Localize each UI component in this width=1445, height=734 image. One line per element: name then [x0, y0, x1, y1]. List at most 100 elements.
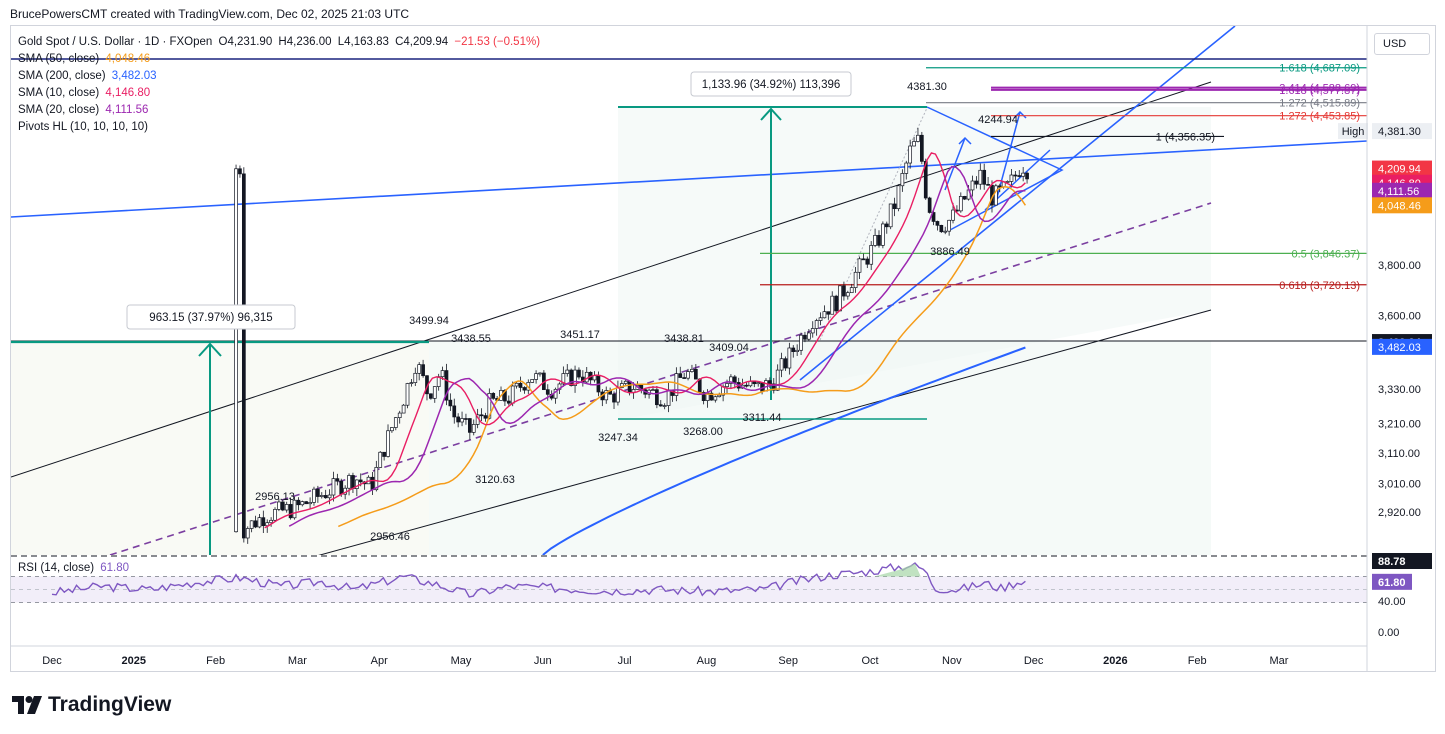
rsi-tick-label: 40.00: [1378, 596, 1406, 608]
candle-body: [958, 196, 963, 212]
sma-10-line: [264, 152, 1026, 529]
fib-level-label: 1.272 (4,453.85): [1279, 111, 1360, 123]
candle-body: [277, 501, 281, 510]
candle-body: [351, 475, 355, 489]
candle-body: [518, 382, 523, 388]
candle-body: [756, 382, 761, 385]
candle-body: [717, 394, 722, 398]
candle-body: [974, 180, 979, 185]
legend-indicator-label: SMA (10, close): [18, 87, 100, 99]
x-axis-tick-label: Nov: [942, 655, 962, 667]
pivot-label: 4244.94: [978, 114, 1018, 126]
candle-body: [253, 520, 258, 528]
candle-body: [393, 417, 398, 428]
candle-body: [1013, 174, 1018, 177]
tradingview-logo[interactable]: TradingView: [12, 693, 171, 717]
legend-indicator-pivots[interactable]: Pivots HL (10, 10, 10, 10): [18, 119, 540, 136]
pivot-label: 3886.49: [930, 246, 970, 258]
fib-level-label: 1 (4,356.35): [1156, 131, 1215, 143]
candle-body: [775, 369, 780, 391]
candle-body: [943, 230, 948, 233]
legend-indicator-sma200[interactable]: SMA (200, close) 3,482.03: [18, 68, 540, 85]
candle-body: [834, 295, 838, 312]
candle-body: [335, 478, 340, 482]
price-tag-label: 3,482.03: [1378, 342, 1421, 354]
candle-body: [569, 369, 574, 386]
candle-body: [881, 223, 885, 246]
x-axis-tick-label: Mar: [1270, 655, 1289, 667]
candle-body: [986, 183, 990, 186]
candle-body: [970, 180, 975, 191]
legend-indicator-sma10[interactable]: SMA (10, close) 4,146.80: [18, 85, 540, 102]
price-tag-box: [1372, 338, 1432, 355]
x-axis-tick-label: Mar: [288, 655, 307, 667]
price-tag-box: [1372, 197, 1432, 214]
candle-body: [779, 358, 784, 371]
candle-body: [962, 196, 967, 200]
candle-body: [849, 287, 854, 294]
candle-body: [682, 377, 687, 379]
rsi-tag-box: [1372, 553, 1432, 569]
legend-indicator-sma50[interactable]: SMA (50, close) 4,048.46: [18, 51, 540, 68]
sma-20-line: [288, 165, 1026, 527]
candle-body: [538, 372, 542, 375]
candle-body: [744, 384, 749, 387]
x-axis-tick-label: Dec: [42, 655, 62, 667]
candle-body: [616, 387, 620, 403]
candle-body: [787, 347, 792, 369]
candle-body: [1005, 181, 1010, 183]
candle-body: [877, 234, 881, 246]
x-axis-tick-label: 2026: [1103, 655, 1127, 667]
candle-body: [530, 379, 535, 383]
candle-body: [799, 334, 803, 351]
candle-body: [904, 162, 909, 174]
price-tag-label: 4,048.46: [1378, 200, 1421, 212]
candle-body: [245, 528, 250, 539]
candle-body: [845, 292, 850, 297]
candle-body: [830, 295, 835, 315]
candle-body: [861, 258, 866, 261]
rsi-legend[interactable]: RSI (14, close) 61.80: [18, 562, 129, 574]
candle-body: [522, 387, 527, 391]
candle-body: [464, 418, 468, 420]
sma-200-line: [542, 346, 1026, 555]
candle-body: [401, 404, 406, 414]
candle-body: [319, 495, 324, 497]
candle-body: [561, 373, 566, 385]
x-axis-tick-label: Feb: [206, 655, 225, 667]
candle-body: [842, 285, 846, 297]
candle-body: [354, 479, 359, 489]
price-tag-label: 4,209.94: [1378, 164, 1421, 176]
rsi-line: [51, 562, 1026, 598]
candle-body: [304, 501, 309, 505]
candle-body: [440, 370, 445, 378]
candle-body: [331, 478, 336, 496]
legend-symbol[interactable]: Gold Spot / U.S. Dollar · 1D · FXOpen: [18, 36, 213, 48]
candle-body: [378, 451, 383, 468]
candle-body: [662, 405, 667, 407]
tradingview-logo-text: TradingView: [48, 693, 172, 716]
candle-body: [327, 494, 332, 499]
pivot-label: 3409.04: [709, 342, 749, 354]
candle-body: [421, 364, 425, 377]
candle-body: [612, 393, 616, 403]
currency-button[interactable]: USD: [1374, 33, 1430, 55]
legend-low: L4,163.83: [337, 36, 389, 48]
candle-body: [370, 476, 375, 491]
high-tag-box: [1338, 123, 1368, 140]
candle-body: [1021, 172, 1026, 177]
candle-body: [658, 404, 663, 407]
pattern-arrow: [994, 111, 1021, 206]
x-axis-tick-label: Jun: [534, 655, 552, 667]
x-axis-tick-label: Sep: [778, 655, 798, 667]
x-axis-tick-label: Dec: [1024, 655, 1044, 667]
candle-body: [413, 372, 418, 383]
candle-body: [900, 173, 905, 187]
fib-level-label: 3.414 (4,588.69): [1279, 83, 1360, 95]
candle-body: [308, 502, 312, 505]
fib-level-label: 0.618 (3,720.13): [1279, 280, 1360, 292]
candle-body: [456, 416, 461, 423]
legend-indicator-sma20[interactable]: SMA (20, close) 4,111.56: [18, 102, 540, 119]
candle-body: [382, 451, 386, 457]
